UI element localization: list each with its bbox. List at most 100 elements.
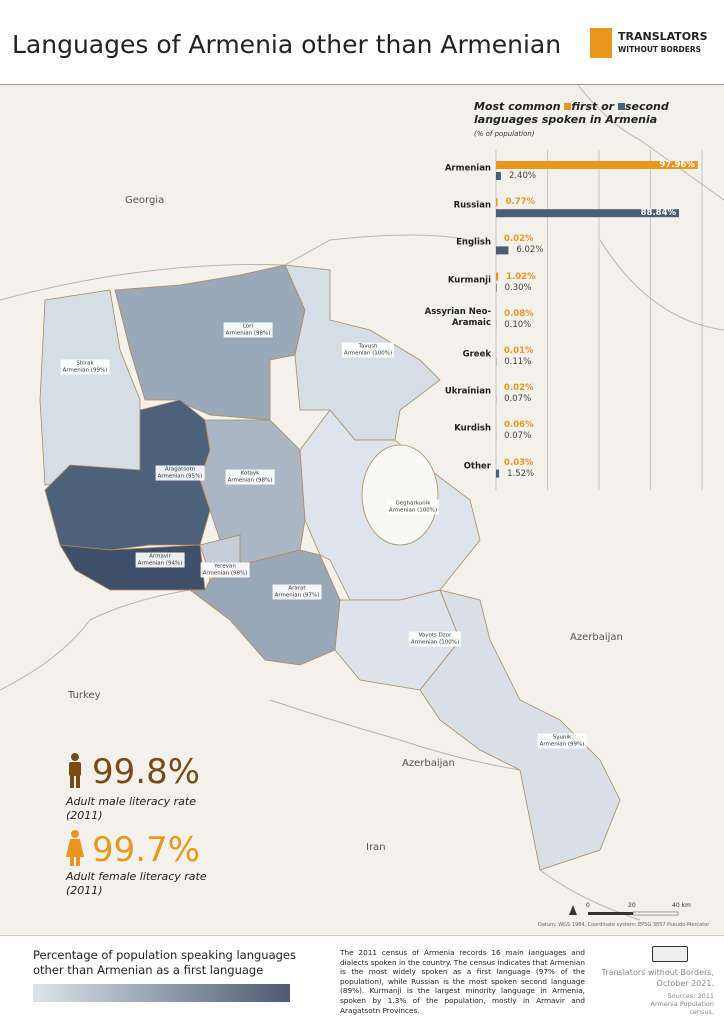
category-label: Kurdish [454,423,491,434]
value-label: 0.10% [504,319,532,330]
province-value: Armenian (100%) [388,507,438,513]
province-value: Armenian (95%) [157,473,203,479]
province-label: Kotayk Armenian (98%) [225,469,275,485]
province-label: Vayots Dzor Armenian (100%) [408,631,462,647]
province-value: Armenian (99%) [539,741,585,747]
literacy-value: 99.8% [92,752,201,792]
lake-sevan [361,444,439,546]
bar [496,198,498,207]
border-line [599,239,724,331]
country-label: Azerbaijan [570,632,623,643]
province-name: Syunik [552,734,572,741]
value-label: 0.01% [504,346,534,356]
province-value: Armenian (94%) [137,560,183,566]
province-value: Armenian (98%) [202,570,248,576]
value-label: 2.40% [508,171,536,181]
value-label: 0.11% [504,357,532,367]
province-label: Tavush Armenian (100%) [341,342,395,358]
bar [496,172,501,180]
province-name: Tavush [358,343,378,350]
male-icon [69,753,81,788]
province-name: Armavir [149,553,171,560]
province-label: Gegharkunik Armenian (100%) [386,499,440,515]
province-name: Yerevan [214,563,236,570]
logo-subtext: WITHOUT BORDERS [618,45,702,54]
border-line [269,699,521,771]
province-label: Aragatsotn Armenian (95%) [155,465,205,481]
footer: Percentage of population speaking langua… [0,935,724,1024]
province-label: Shirak Armenian (99%) [60,359,110,375]
border-line [0,234,471,301]
scale-bar [569,905,679,916]
title-part: languages spoken in Armenia [474,113,658,126]
province-value: Armenian (97%) [274,592,320,598]
literacy-label: Adult male literacy rate (2011) [66,795,196,822]
category-label: English [456,237,491,248]
country-label: Turkey [68,690,101,701]
scale-segment [632,911,679,916]
province-label: Yerevan Armenian (98%) [200,562,250,578]
value-label: 0.30% [504,282,532,293]
province-label: Lori Armenian (98%) [223,322,273,338]
description: The 2011 census of Armenia records 16 ma… [340,948,585,1015]
legend-gradient [33,984,290,1002]
title-part: or [601,100,615,113]
province-name: Lori [242,323,254,330]
legend-entry: second [624,100,669,113]
value-label: 0.02% [504,234,534,245]
province-name: Ararat [288,585,306,592]
category-label: Other [463,461,491,472]
title: Languages of Armenia other than Armenian [12,30,562,59]
value-label: 88.84% [640,208,677,219]
value-label: 0.02% [504,383,534,394]
legend-swatch [564,103,572,110]
sources: Sources: 2011 Armenia Population census. [650,992,714,1016]
logo-text: TRANSLATORS [618,30,708,43]
datum: Datum: WGS 1984, Coordinate system: EPSG… [538,922,710,928]
province-label: Ararat Armenian (97%) [272,584,322,600]
chart-subtitle: (% of population) [474,130,535,138]
category-label: Russian [453,200,491,211]
legend-swatch [617,103,625,110]
bar [496,246,509,255]
bar [496,161,698,169]
literacy-value: 99.7% [92,830,201,870]
value-label: 0.07% [504,431,532,442]
value-label: 1.52% [507,468,535,479]
province-syunik [419,589,621,871]
category-label: Kurmanji [447,275,491,286]
province-name: Aragatsotn [164,466,196,473]
north-arrow [569,905,577,915]
value-label: 0.08% [504,308,534,319]
title-part: Most common [474,100,561,113]
category-label: Greek [462,349,491,360]
value-label: 6.02% [516,245,544,256]
logo-mark [590,28,612,58]
female-icon [66,830,84,866]
legend-title: Percentage of population speaking langua… [33,948,296,977]
value-label: 0.77% [505,197,536,208]
category-label: Assyrian Neo-Aramaic [424,306,491,328]
category-label: Ukrainian [444,386,491,397]
bar [496,469,500,478]
province-name: Vayots Dzor [418,632,452,639]
country-label: Azerbaijan [402,758,455,769]
province-name: Kotayk [240,470,260,477]
province-name: Gegharkunik [395,500,431,507]
province-name: Shirak [76,360,94,367]
scale-segment [588,912,633,915]
province-value: Armenian (100%) [343,350,393,356]
bar [496,283,497,292]
cc-badge [652,946,688,962]
value-label: 0.06% [504,420,534,431]
province-value: Armenian (100%) [410,639,460,645]
border-line [0,589,191,691]
chart-plot [495,150,703,490]
province-label: Armavir Armenian (94%) [135,552,185,568]
province-value: Armenian (98%) [227,477,273,483]
province-lori [114,264,306,421]
value-label: 97.96% [659,160,695,170]
header: Languages of Armenia other than Armenian… [0,0,724,85]
credit: Translators without Borders, October 202… [601,968,714,988]
